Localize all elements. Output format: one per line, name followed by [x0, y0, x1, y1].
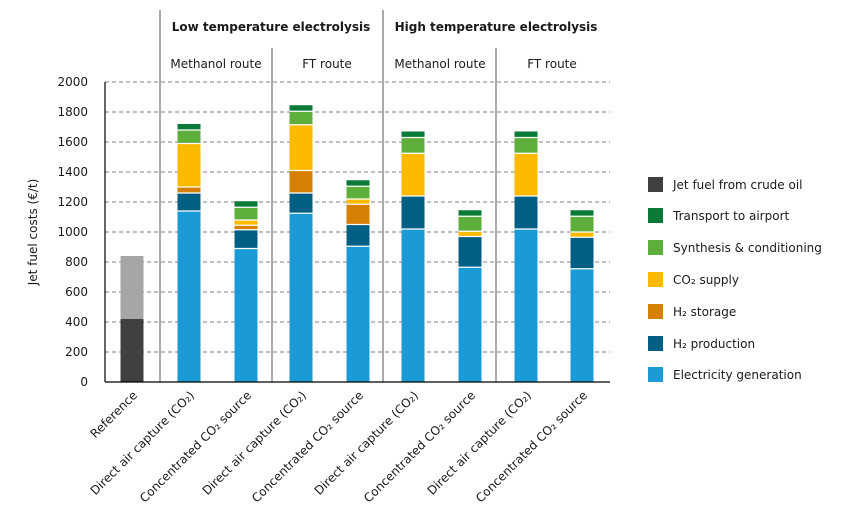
group-dividers — [159, 10, 497, 382]
bar-segment — [401, 196, 425, 229]
bars — [120, 105, 594, 382]
legend: Jet fuel from crude oil Transport to airp… — [648, 177, 822, 382]
y-tick-label: 1400 — [57, 165, 88, 179]
y-tick-label: 1800 — [57, 105, 88, 119]
bar-segment — [570, 210, 594, 217]
bar-segment — [177, 211, 201, 382]
y-tick-labels: 0 200 400 600 800 1000 1200 1400 1600 1800 2000 — [57, 75, 88, 389]
bar-segment — [346, 186, 370, 199]
bar-segment — [234, 248, 258, 382]
bar-segment — [401, 153, 425, 196]
bar-segment — [401, 137, 425, 154]
bar-segment — [289, 105, 313, 112]
y-tick-label: 0 — [80, 375, 88, 389]
legend-label: Electricity generation — [673, 368, 802, 382]
group-label: Low temperature electrolysis — [172, 20, 371, 34]
bar-segment — [514, 131, 538, 138]
x-tick-label: Concentrated CO₂ source — [249, 388, 366, 505]
y-tick-label: 200 — [65, 345, 88, 359]
bar-segment — [289, 124, 313, 171]
bar-reference-upper — [120, 256, 144, 319]
x-tick-label: Concentrated CO₂ source — [473, 388, 590, 505]
bar-segment — [289, 193, 313, 214]
bar-segment — [234, 201, 258, 208]
x-tick-label: Concentrated CO₂ source — [361, 388, 478, 505]
bar-segment — [346, 199, 370, 205]
bar-segment — [289, 170, 313, 193]
bar-segment — [458, 216, 482, 232]
legend-swatch — [648, 367, 663, 382]
subgroup-label: FT route — [527, 57, 577, 71]
legend-swatch — [648, 208, 663, 223]
legend-label: Synthesis & conditioning — [673, 241, 822, 255]
bar-segment — [346, 204, 370, 225]
legend-swatch — [648, 336, 663, 351]
y-axis-label: Jet fuel costs (€/t) — [26, 179, 40, 287]
axes — [104, 82, 610, 383]
x-tick-label: Direct air capture (CO₂) — [88, 388, 198, 498]
y-tick-label: 1600 — [57, 135, 88, 149]
subgroup-label: Methanol route — [394, 57, 485, 71]
x-tick-label: Direct air capture (CO₂) — [200, 388, 310, 498]
bar-segment — [570, 237, 594, 269]
bar-segment — [458, 231, 482, 237]
subgroup-label: Methanol route — [170, 57, 261, 71]
bar-reference-lower — [120, 319, 144, 382]
bar-segment — [570, 232, 594, 238]
legend-label: H₂ production — [673, 337, 755, 351]
bar-segment — [570, 216, 594, 232]
bar-segment — [177, 193, 201, 211]
legend-label: Transport to airport — [672, 209, 789, 223]
x-tick-label: Direct air capture (CO₂) — [425, 388, 535, 498]
x-tick-label: Concentrated CO₂ source — [137, 388, 254, 505]
bar-segment — [234, 225, 258, 230]
y-tick-label: 2000 — [57, 75, 88, 89]
legend-swatch — [648, 177, 663, 192]
bar-segment — [570, 268, 594, 382]
y-tick-label: 1200 — [57, 195, 88, 209]
bar-segment — [289, 213, 313, 382]
bar-segment — [346, 246, 370, 382]
x-tick-label: Direct air capture (CO₂) — [312, 388, 422, 498]
bar-segment — [177, 187, 201, 193]
bar-segment — [346, 224, 370, 247]
bar-segment — [234, 220, 258, 226]
group-headers: Low temperature electrolysis Methanol rou… — [170, 20, 597, 71]
bar-segment — [234, 207, 258, 220]
bar-segment — [401, 229, 425, 382]
x-tick-label: Reference — [87, 388, 140, 441]
bar-segment — [514, 229, 538, 382]
legend-swatch — [648, 304, 663, 319]
y-tick-label: 600 — [65, 285, 88, 299]
bar-segment — [289, 111, 313, 125]
bar-segment — [234, 229, 258, 249]
bar-segment — [177, 143, 201, 187]
bar-segment — [177, 124, 201, 130]
y-tick-label: 800 — [65, 255, 88, 269]
bar-segment — [177, 130, 201, 144]
bar-segment — [514, 196, 538, 229]
bar-segment — [346, 180, 370, 187]
bar-segment — [458, 210, 482, 217]
legend-swatch — [648, 272, 663, 287]
bar-segment — [401, 131, 425, 138]
group-label: High temperature electrolysis — [395, 20, 598, 34]
y-tick-label: 1000 — [57, 225, 88, 239]
y-tick-label: 400 — [65, 315, 88, 329]
subgroup-label: FT route — [302, 57, 352, 71]
legend-label: Jet fuel from crude oil — [672, 178, 803, 192]
bar-segment — [458, 236, 482, 268]
legend-swatch — [648, 240, 663, 255]
bar-segment — [458, 267, 482, 382]
bar-segment — [514, 153, 538, 196]
legend-label: CO₂ supply — [673, 273, 739, 287]
legend-label: H₂ storage — [673, 305, 736, 319]
bar-segment — [514, 137, 538, 154]
